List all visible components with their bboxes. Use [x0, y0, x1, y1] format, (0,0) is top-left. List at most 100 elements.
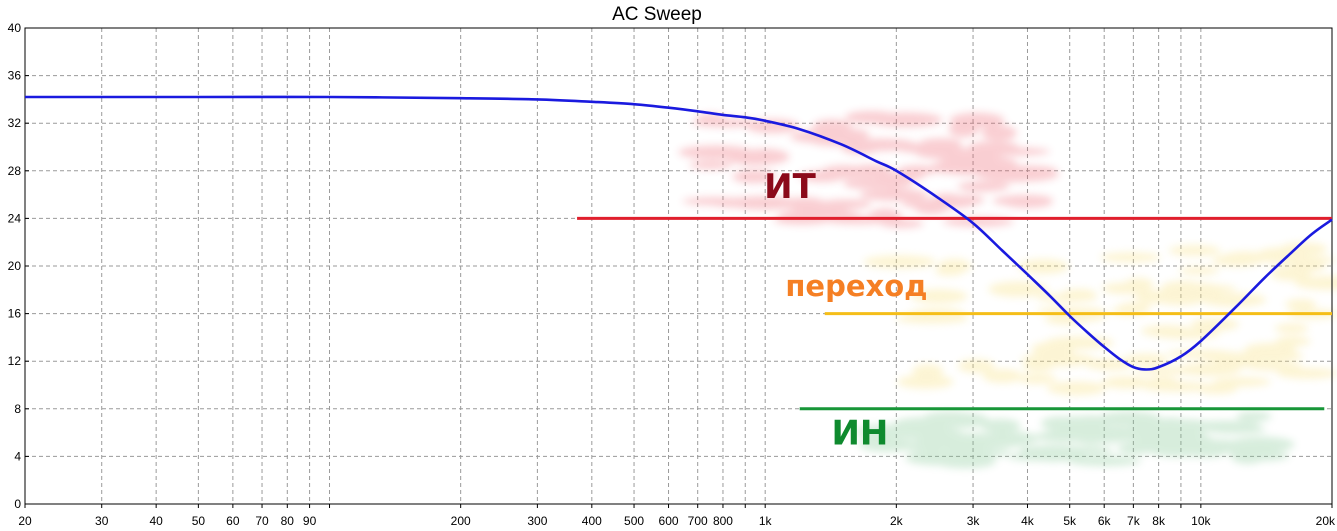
highlight-blob	[1285, 298, 1317, 310]
x-tick-label: 700	[688, 514, 708, 528]
highlight-blob	[1211, 254, 1263, 267]
highlight-blob	[1018, 258, 1069, 275]
x-tick-label: 800	[713, 514, 733, 528]
highlight-blob	[912, 363, 944, 379]
highlight-blob	[1258, 348, 1294, 362]
x-tick-label: 200	[451, 514, 471, 528]
highlight-blob	[1229, 450, 1290, 462]
highlight-blob	[1044, 313, 1089, 325]
highlight-blob	[1124, 353, 1169, 366]
y-tick-label: 8	[14, 402, 21, 416]
highlight-blob	[1178, 284, 1237, 293]
x-tick-label: 600	[659, 514, 679, 528]
highlight-blob	[930, 161, 968, 174]
x-tick-label: 60	[226, 514, 240, 528]
highlight-blob	[863, 255, 936, 269]
highlight-blob	[1141, 381, 1213, 393]
reference-lines: ИТ переход ИН	[577, 167, 1332, 454]
x-tick-label: 3k	[967, 514, 981, 528]
highlight-blob	[981, 125, 1017, 141]
x-tick-label: 5k	[1063, 514, 1077, 528]
highlight-blob	[696, 113, 726, 126]
series-layer	[24, 95, 1333, 371]
highlight-blob	[1279, 242, 1328, 256]
highlight-blob	[985, 166, 1060, 182]
series-line	[24, 95, 1333, 371]
band-label: ИТ	[764, 167, 816, 207]
highlight-blob	[992, 196, 1022, 205]
highlight-blob	[1046, 381, 1107, 396]
highlight-blob	[819, 199, 872, 210]
x-tick-label: 80	[281, 514, 295, 528]
y-tick-label: 16	[8, 307, 22, 321]
y-tick-label: 20	[8, 259, 22, 273]
highlight-blob	[1134, 290, 1173, 304]
highlight-blob	[957, 181, 1010, 192]
highlight-blob	[1200, 292, 1267, 307]
highlight-region	[863, 242, 1337, 396]
highlight-blob	[980, 418, 1021, 433]
highlight-blob	[790, 130, 862, 144]
highlight-blob	[893, 416, 957, 431]
highlight-blob	[982, 368, 1023, 384]
x-tick-label: 500	[624, 514, 644, 528]
highlight-blob	[851, 164, 892, 175]
highlight-blob	[1055, 415, 1103, 430]
y-axis-ticks: 0 4 8 12 16 20 24 28 32 36 40	[8, 21, 29, 511]
highlight-blob	[1205, 425, 1266, 434]
highlight-region	[855, 411, 1295, 469]
x-tick-label: 8k	[1152, 514, 1166, 528]
y-tick-label: 24	[8, 211, 22, 225]
highlight-blob	[943, 415, 982, 429]
highlight-blob	[897, 165, 938, 176]
highlight-blob	[897, 374, 954, 389]
highlight-blob	[1168, 245, 1221, 257]
x-tick-label: 20	[18, 514, 32, 528]
highlight-blob	[1270, 265, 1311, 281]
highlight-blob	[845, 110, 898, 124]
highlight-blob	[1101, 376, 1152, 389]
highlight-blob	[930, 443, 993, 452]
x-tick-label: 40	[149, 514, 163, 528]
x-tick-label: 6k	[1098, 514, 1112, 528]
band-label: ИН	[831, 414, 888, 454]
highlight-blob	[948, 122, 979, 138]
highlight-blob	[1067, 455, 1142, 467]
highlight-blob	[880, 219, 924, 228]
highlight-blob	[1017, 373, 1057, 384]
chart-title: AC Sweep	[612, 4, 702, 25]
highlight-regions	[678, 110, 1337, 469]
highlight-blob	[782, 197, 826, 211]
x-tick-label: 30	[95, 514, 109, 528]
x-tick-label: 4k	[1021, 514, 1035, 528]
x-tick-label: 2k	[890, 514, 904, 528]
highlight-blob	[913, 199, 949, 215]
highlight-blob	[859, 188, 929, 201]
highlight-blob	[1178, 266, 1220, 275]
highlight-blob	[689, 160, 733, 170]
highlight-blob	[911, 453, 971, 466]
highlight-blob	[1148, 425, 1207, 437]
x-tick-label: 300	[527, 514, 547, 528]
y-tick-label: 0	[14, 497, 21, 511]
highlight-region	[678, 110, 1060, 228]
highlight-blob	[1276, 367, 1337, 379]
highlight-blob	[956, 151, 1002, 164]
x-axis-ticks: 20 30 40 50 60 70 80 90 200 300 400 500 600 700 800 1k 2…	[18, 504, 1336, 528]
x-tick-label: 10k	[1191, 514, 1211, 528]
highlight-blob	[1294, 275, 1337, 290]
highlight-blob	[988, 281, 1049, 298]
highlight-blob	[1101, 282, 1148, 295]
highlight-blob	[1262, 255, 1337, 265]
highlight-blob	[678, 145, 754, 159]
highlight-blob	[1176, 362, 1242, 377]
highlight-blob	[895, 313, 969, 324]
highlight-blob	[682, 197, 748, 206]
grid	[25, 28, 1332, 504]
x-tick-label: 20k	[1316, 514, 1336, 528]
highlight-blob	[1150, 328, 1220, 340]
highlight-blob	[910, 289, 968, 304]
x-tick-label: 7k	[1127, 514, 1141, 528]
y-tick-label: 4	[14, 449, 21, 463]
